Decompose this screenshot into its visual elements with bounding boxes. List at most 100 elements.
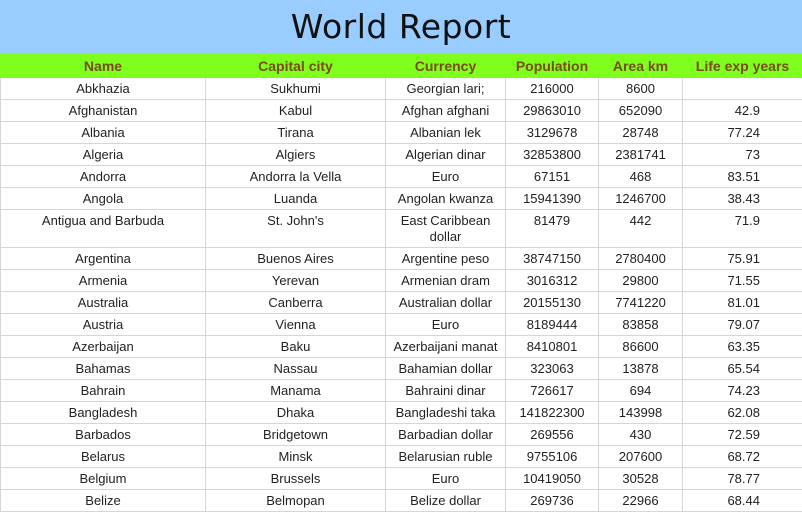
cell-name[interactable]: Belize (1, 490, 206, 512)
cell-population[interactable]: 29863010 (506, 100, 599, 122)
cell-area[interactable]: 468 (599, 166, 683, 188)
cell-currency[interactable]: East Caribbean dollar (386, 210, 506, 248)
cell-population[interactable]: 3016312 (506, 270, 599, 292)
cell-capital-city[interactable]: St. John's (206, 210, 386, 248)
cell-area[interactable]: 1246700 (599, 188, 683, 210)
column-header-life-expectancy[interactable]: Life exp years (683, 54, 802, 78)
cell-capital-city[interactable]: Nassau (206, 358, 386, 380)
cell-life-expectancy[interactable]: 79.07 (683, 314, 802, 336)
cell-life-expectancy[interactable]: 83.51 (683, 166, 802, 188)
cell-life-expectancy[interactable]: 62.08 (683, 402, 802, 424)
cell-area[interactable]: 8600 (599, 78, 683, 100)
cell-area[interactable]: 22966 (599, 490, 683, 512)
cell-population[interactable]: 38747150 (506, 248, 599, 270)
cell-life-expectancy[interactable]: 68.72 (683, 446, 802, 468)
cell-name[interactable]: Bangladesh (1, 402, 206, 424)
cell-life-expectancy[interactable]: 77.24 (683, 122, 802, 144)
cell-population[interactable]: 323063 (506, 358, 599, 380)
cell-population[interactable]: 15941390 (506, 188, 599, 210)
cell-currency[interactable]: Euro (386, 314, 506, 336)
column-header-currency[interactable]: Currency (386, 54, 506, 78)
cell-name[interactable]: Andorra (1, 166, 206, 188)
cell-name[interactable]: Afghanistan (1, 100, 206, 122)
cell-currency[interactable]: Afghan afghani (386, 100, 506, 122)
cell-name[interactable]: Albania (1, 122, 206, 144)
cell-area[interactable]: 207600 (599, 446, 683, 468)
cell-population[interactable]: 141822300 (506, 402, 599, 424)
cell-area[interactable]: 30528 (599, 468, 683, 490)
cell-currency[interactable]: Euro (386, 166, 506, 188)
cell-currency[interactable]: Australian dollar (386, 292, 506, 314)
cell-life-expectancy[interactable]: 65.54 (683, 358, 802, 380)
cell-population[interactable]: 3129678 (506, 122, 599, 144)
cell-capital-city[interactable]: Algiers (206, 144, 386, 166)
cell-capital-city[interactable]: Baku (206, 336, 386, 358)
cell-area[interactable]: 29800 (599, 270, 683, 292)
cell-population[interactable]: 67151 (506, 166, 599, 188)
cell-area[interactable]: 13878 (599, 358, 683, 380)
cell-currency[interactable]: Angolan kwanza (386, 188, 506, 210)
cell-population[interactable]: 216000 (506, 78, 599, 100)
cell-name[interactable]: Algeria (1, 144, 206, 166)
cell-area[interactable]: 442 (599, 210, 683, 248)
cell-currency[interactable]: Belize dollar (386, 490, 506, 512)
cell-capital-city[interactable]: Brussels (206, 468, 386, 490)
cell-life-expectancy[interactable]: 42.9 (683, 100, 802, 122)
cell-life-expectancy[interactable]: 73 (683, 144, 802, 166)
cell-name[interactable]: Bahamas (1, 358, 206, 380)
cell-name[interactable]: Austria (1, 314, 206, 336)
cell-name[interactable]: Azerbaijan (1, 336, 206, 358)
cell-capital-city[interactable]: Canberra (206, 292, 386, 314)
cell-life-expectancy[interactable]: 78.77 (683, 468, 802, 490)
cell-life-expectancy[interactable]: 81.01 (683, 292, 802, 314)
cell-currency[interactable]: Algerian dinar (386, 144, 506, 166)
cell-life-expectancy[interactable]: 63.35 (683, 336, 802, 358)
cell-currency[interactable]: Barbadian dollar (386, 424, 506, 446)
cell-population[interactable]: 269556 (506, 424, 599, 446)
cell-currency[interactable]: Bangladeshi taka (386, 402, 506, 424)
cell-name[interactable]: Belarus (1, 446, 206, 468)
cell-capital-city[interactable]: Luanda (206, 188, 386, 210)
cell-name[interactable]: Bahrain (1, 380, 206, 402)
cell-area[interactable]: 694 (599, 380, 683, 402)
cell-capital-city[interactable]: Manama (206, 380, 386, 402)
cell-capital-city[interactable]: Buenos Aires (206, 248, 386, 270)
cell-area[interactable]: 2381741 (599, 144, 683, 166)
cell-population[interactable]: 20155130 (506, 292, 599, 314)
cell-life-expectancy[interactable] (683, 78, 802, 100)
cell-population[interactable]: 726617 (506, 380, 599, 402)
cell-area[interactable]: 7741220 (599, 292, 683, 314)
cell-area[interactable]: 143998 (599, 402, 683, 424)
cell-area[interactable]: 28748 (599, 122, 683, 144)
cell-name[interactable]: Abkhazia (1, 78, 206, 100)
column-header-name[interactable]: Name (1, 54, 206, 78)
cell-area[interactable]: 2780400 (599, 248, 683, 270)
cell-population[interactable]: 8189444 (506, 314, 599, 336)
cell-currency[interactable]: Azerbaijani manat (386, 336, 506, 358)
cell-capital-city[interactable]: Bridgetown (206, 424, 386, 446)
cell-currency[interactable]: Albanian lek (386, 122, 506, 144)
cell-life-expectancy[interactable]: 71.9 (683, 210, 802, 248)
cell-population[interactable]: 10419050 (506, 468, 599, 490)
cell-name[interactable]: Armenia (1, 270, 206, 292)
cell-life-expectancy[interactable]: 72.59 (683, 424, 802, 446)
cell-capital-city[interactable]: Dhaka (206, 402, 386, 424)
cell-name[interactable]: Australia (1, 292, 206, 314)
cell-currency[interactable]: Belarusian ruble (386, 446, 506, 468)
cell-life-expectancy[interactable]: 74.23 (683, 380, 802, 402)
cell-life-expectancy[interactable]: 71.55 (683, 270, 802, 292)
cell-capital-city[interactable]: Vienna (206, 314, 386, 336)
